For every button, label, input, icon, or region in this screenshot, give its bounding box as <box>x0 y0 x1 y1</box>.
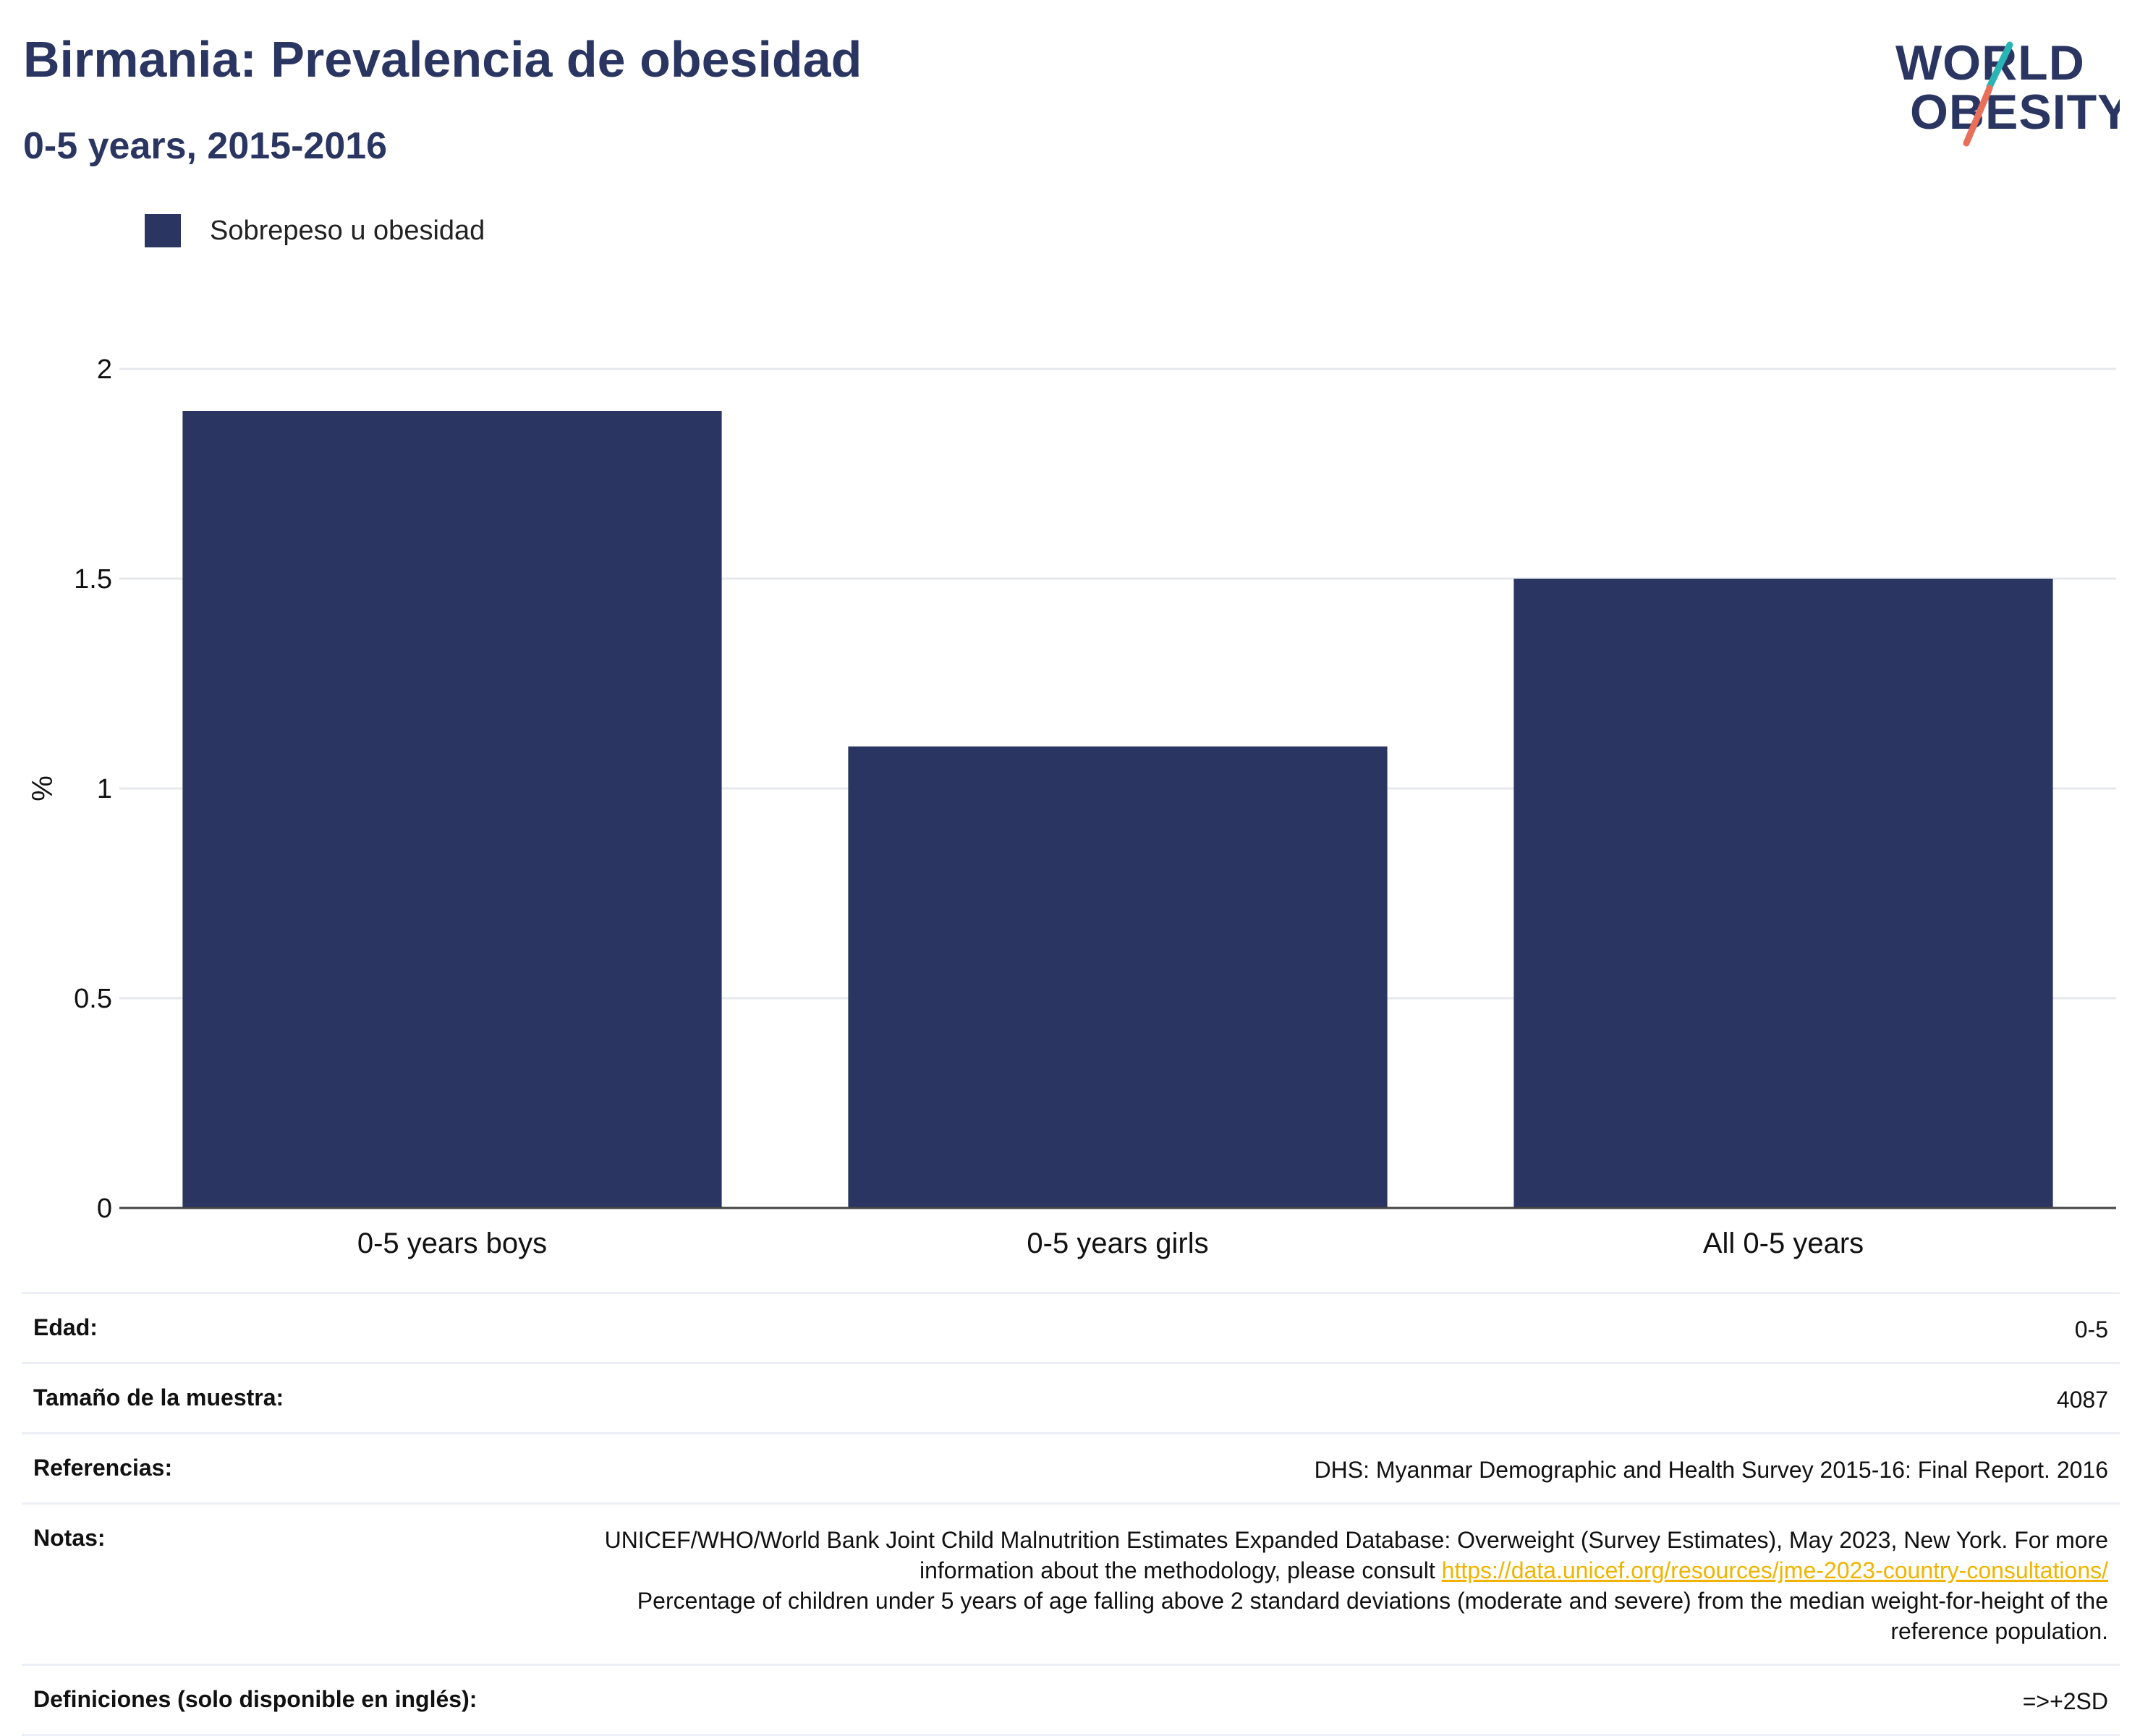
age-value: 0-5 <box>2074 1316 2108 1343</box>
sample-label: Tamaño de la muestra: <box>33 1384 284 1410</box>
y-tick-label: 0 <box>97 1194 112 1224</box>
y-tick-label: 2 <box>97 354 112 385</box>
bar-layer <box>182 411 2053 1208</box>
world-obesity-logo: WORLD OBESITY <box>1895 35 2120 147</box>
notes-label: Notas: <box>33 1525 106 1551</box>
notes-value: UNICEF/WHO/World Bank Joint Child Malnut… <box>574 1525 2108 1646</box>
sample-value: 4087 <box>2056 1387 2108 1413</box>
legend-swatch <box>145 214 181 247</box>
definitions-label: Definiciones (solo disponible en inglés)… <box>33 1686 477 1712</box>
tick-layer: 0 0.5 1 1.5 2 0-5 years boys 0-5 years girls Al… <box>74 354 2116 1259</box>
logo-slash-coral <box>1963 85 1993 147</box>
page-subtitle: 0-5 years, 2015-2016 <box>23 125 388 167</box>
bar-chart: 0 0.5 1 1.5 2 0-5 years boys 0-5 years girls Al… <box>27 354 2116 1259</box>
chart-legend[interactable]: Sobrepeso u obesidad <box>145 214 485 247</box>
bar[interactable] <box>1513 579 2053 1208</box>
references-label: Referencias: <box>33 1455 173 1481</box>
notes-text-2: Percentage of children under 5 years of … <box>637 1588 2108 1644</box>
meta-row-age: Edad: 0-5 <box>22 1292 2120 1362</box>
legend-label: Sobrepeso u obesidad <box>210 215 485 246</box>
logo-line-2: OBESITY <box>1910 85 2120 140</box>
y-tick-label: 1.5 <box>74 564 112 595</box>
meta-row-notes: Notas: UNICEF/WHO/World Bank Joint Child… <box>22 1502 2120 1664</box>
bar[interactable] <box>848 746 1388 1208</box>
notes-text-1: UNICEF/WHO/World Bank Joint Child Malnut… <box>604 1527 2108 1583</box>
y-tick-label: 1 <box>97 774 112 804</box>
x-tick-label: 0-5 years girls <box>1027 1227 1208 1259</box>
y-tick-label: 0.5 <box>74 984 112 1014</box>
x-tick-label: All 0-5 years <box>1703 1227 1864 1259</box>
meta-row-sample: Tamaño de la muestra: 4087 <box>22 1362 2120 1432</box>
age-label: Edad: <box>33 1314 98 1340</box>
definitions-value: =>+2SD <box>2022 1688 2108 1714</box>
y-axis-label: % <box>27 775 59 801</box>
meta-row-references: Referencias: DHS: Myanmar Demographic an… <box>22 1432 2120 1502</box>
page-title: Birmania: Prevalencia de obesidad <box>23 31 862 88</box>
bar[interactable] <box>182 411 722 1208</box>
notes-link[interactable]: https://data.unicef.org/resources/jme-20… <box>1441 1557 2108 1583</box>
x-tick-label: 0-5 years boys <box>357 1227 547 1259</box>
references-value: DHS: Myanmar Demographic and Health Surv… <box>1314 1457 2108 1483</box>
logo-slash-teal <box>1986 41 2013 90</box>
metadata-table: Edad: 0-5 Tamaño de la muestra: 4087 Ref… <box>22 1292 2120 1736</box>
meta-row-definitions: Definiciones (solo disponible en inglés)… <box>22 1664 2120 1736</box>
